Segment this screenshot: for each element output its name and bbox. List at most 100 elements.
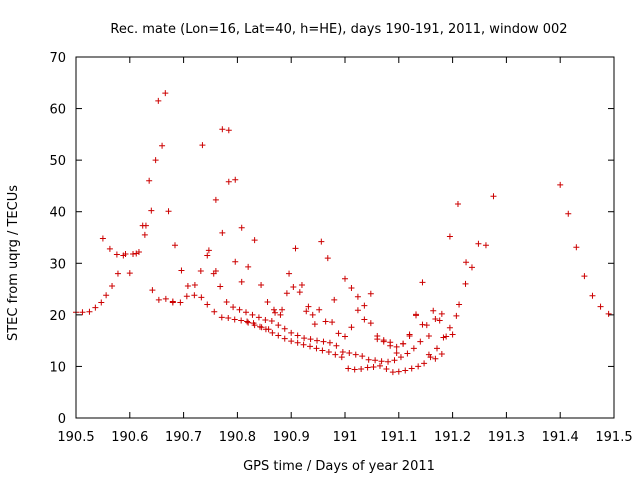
data-point (171, 242, 178, 249)
data-point (232, 258, 239, 265)
data-point (325, 348, 332, 355)
x-tick-label: 190.5 (57, 430, 94, 445)
data-point (419, 321, 426, 328)
data-point (244, 318, 251, 325)
data-point (365, 356, 372, 363)
data-point (142, 222, 149, 229)
data-point (225, 178, 232, 185)
data-point (162, 90, 169, 97)
data-point (421, 360, 428, 367)
data-point (367, 320, 374, 327)
x-tick-label: 191 (333, 430, 358, 445)
data-point (367, 290, 374, 297)
data-point (298, 281, 305, 288)
data-point (415, 363, 422, 370)
data-point (191, 292, 198, 299)
data-point (238, 317, 245, 324)
data-point (114, 270, 121, 277)
data-point (352, 351, 359, 358)
data-point (238, 224, 245, 231)
data-point (432, 315, 439, 322)
data-point (309, 311, 316, 318)
chart-title: Rec. mate (Lon=16, Lat=40, h=HE), days 1… (110, 22, 567, 37)
data-point (436, 317, 443, 324)
data-point (99, 235, 106, 242)
data-point (281, 335, 288, 342)
data-point (393, 343, 400, 350)
data-point (155, 97, 162, 104)
data-point (177, 299, 184, 306)
x-tick-label: 191.2 (434, 430, 471, 445)
data-point (120, 252, 127, 259)
data-point (183, 293, 190, 300)
data-point (374, 336, 381, 343)
data-point (438, 351, 445, 358)
data-point (468, 264, 475, 271)
data-point (454, 200, 461, 207)
data-point (159, 142, 166, 149)
data-point (223, 298, 230, 305)
data-point (395, 368, 402, 375)
data-point (290, 284, 297, 291)
data-point (300, 341, 307, 348)
data-point (205, 247, 212, 254)
data-point (288, 329, 295, 336)
data-point (348, 324, 355, 331)
data-point (446, 324, 453, 331)
data-point (589, 292, 596, 299)
data-point (345, 365, 352, 372)
axis-ticks: 190.5 190.6 190.7 190.8 190.9 191 191.1 191.2 19… (49, 51, 632, 445)
data-point (294, 332, 301, 339)
data-point (301, 335, 308, 342)
data-point (86, 308, 93, 315)
data-point (148, 207, 155, 214)
data-point (393, 350, 400, 357)
data-point (358, 366, 365, 373)
data-point (329, 319, 336, 326)
data-point (204, 252, 211, 259)
data-point (262, 317, 269, 324)
data-point (389, 369, 396, 376)
data-point (305, 303, 312, 310)
data-point (354, 307, 361, 314)
data-point (269, 329, 276, 336)
data-point (391, 357, 398, 364)
data-point (251, 237, 258, 244)
data-point (430, 307, 437, 314)
data-point (225, 127, 232, 134)
data-point (307, 336, 314, 343)
data-point (231, 316, 238, 323)
data-point (573, 244, 580, 251)
data-point (449, 331, 456, 338)
data-point (230, 304, 237, 311)
data-point (597, 303, 604, 310)
data-point (258, 324, 265, 331)
data-point (361, 316, 368, 323)
x-tick-label: 190.6 (111, 430, 148, 445)
data-point (425, 351, 432, 358)
data-point (338, 354, 345, 361)
data-point (339, 348, 346, 355)
data-point (354, 293, 361, 300)
data-point (380, 338, 387, 345)
x-tick-label: 190.8 (219, 430, 256, 445)
data-point (342, 275, 348, 282)
data-point (402, 367, 409, 374)
data-point (283, 290, 290, 297)
data-point (126, 270, 133, 277)
data-point (109, 282, 116, 289)
data-point (212, 196, 219, 203)
data-point (482, 242, 489, 249)
data-point (184, 282, 191, 289)
data-point (313, 345, 320, 352)
data-point (423, 322, 430, 329)
data-point (320, 338, 327, 345)
y-tick-label: 70 (49, 51, 66, 66)
data-point (361, 302, 368, 309)
x-tick-label: 191.1 (380, 430, 417, 445)
data-point (191, 281, 198, 288)
data-point (433, 345, 440, 352)
data-point (490, 193, 497, 200)
